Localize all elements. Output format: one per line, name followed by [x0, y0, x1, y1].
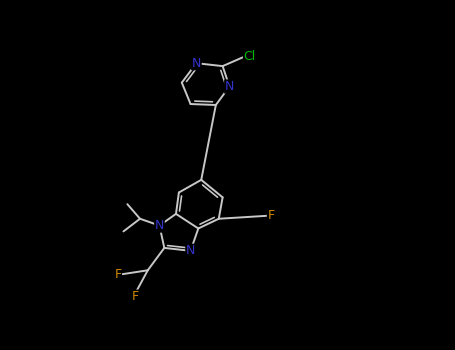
- Text: Cl: Cl: [243, 50, 256, 63]
- Text: N: N: [155, 219, 164, 232]
- Text: N: N: [186, 244, 195, 257]
- Text: F: F: [114, 268, 121, 281]
- Text: N: N: [192, 57, 201, 70]
- Text: F: F: [131, 290, 139, 303]
- Text: N: N: [225, 80, 234, 93]
- Text: F: F: [268, 209, 275, 222]
